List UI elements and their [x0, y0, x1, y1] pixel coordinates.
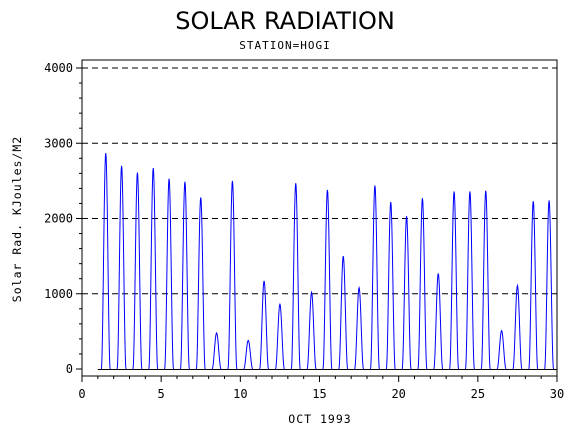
series-group	[97, 152, 557, 370]
axes: 0 1000 2000 3000 4000 0 5 10 15 20 25 30	[44, 59, 564, 401]
daily-radiation-curve	[480, 190, 491, 370]
x-tick-label: 30	[550, 387, 564, 401]
x-tick-label: 0	[78, 387, 85, 401]
daily-radiation-curve	[179, 181, 190, 370]
daily-radiation-curve	[385, 201, 396, 370]
daily-radiation-curve	[227, 180, 238, 370]
y-tick-label: 4000	[44, 61, 73, 75]
daily-radiation-curve	[354, 285, 365, 370]
daily-radiation-curve	[449, 191, 460, 370]
daily-radiation-curve	[306, 290, 317, 370]
x-tick-label: 25	[471, 387, 485, 401]
x-axis-title: OCT 1993	[288, 412, 351, 426]
chart-subtitle: STATION=HOGI	[239, 39, 330, 52]
daily-radiation-curve	[275, 302, 285, 370]
daily-radiation-curve	[322, 189, 333, 370]
daily-radiation-curve	[116, 165, 127, 370]
daily-radiation-curve	[338, 256, 349, 370]
daily-radiation-curve	[512, 283, 523, 370]
daily-radiation-curve	[148, 168, 159, 370]
y-tick-label: 0	[66, 362, 73, 376]
daily-radiation-curve	[464, 191, 475, 370]
y-axis-title: Solar Rad. KJoules/M2	[10, 136, 24, 302]
x-tick-label: 20	[391, 387, 405, 401]
daily-radiation-curve	[243, 339, 254, 370]
daily-radiation-curve	[290, 183, 301, 370]
daily-radiation-curve	[528, 201, 539, 370]
x-tick-label: 5	[158, 387, 165, 401]
daily-radiation-curve	[132, 172, 143, 370]
daily-radiation-curve	[401, 216, 412, 370]
daily-radiation-curve	[417, 198, 428, 370]
chart-title: SOLAR RADIATION	[175, 7, 395, 35]
y-tick-label: 2000	[44, 212, 73, 226]
x-tick-label: 15	[312, 387, 326, 401]
daily-radiation-curve	[164, 178, 175, 370]
x-tick-label: 10	[233, 387, 247, 401]
daily-radiation-curve	[433, 273, 444, 370]
daily-radiation-curve	[259, 280, 270, 370]
daily-radiation-curve	[195, 197, 206, 370]
y-tick-label: 1000	[44, 287, 73, 301]
daily-radiation-curve	[496, 329, 507, 370]
daily-radiation-curve	[544, 200, 555, 370]
daily-radiation-curve	[211, 331, 222, 370]
daily-radiation-curve	[100, 152, 111, 370]
y-tick-label: 3000	[44, 136, 73, 150]
daily-radiation-curve	[369, 185, 380, 370]
gridlines	[82, 67, 557, 295]
